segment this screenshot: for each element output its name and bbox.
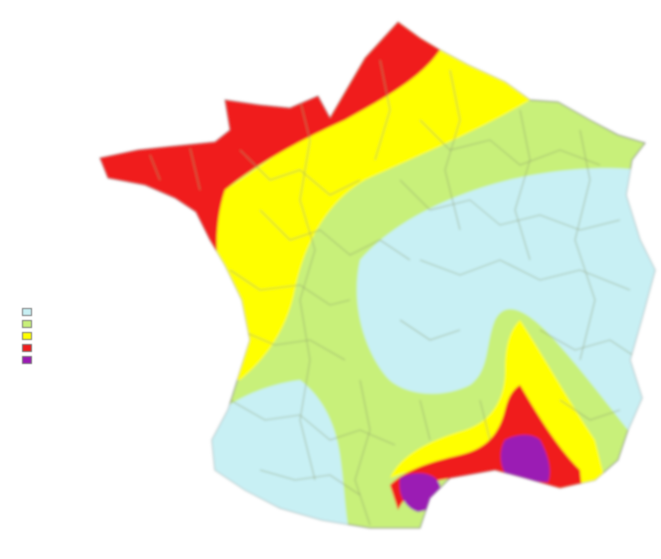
legend-swatch: [22, 356, 32, 364]
legend-swatch: [22, 344, 32, 352]
legend-item: [22, 354, 212, 366]
legend-item: [22, 330, 212, 342]
department-boundaries: [149, 59, 641, 526]
legend-swatch: [22, 332, 32, 340]
legend-item: [22, 318, 212, 330]
zone-yellow: [210, 22, 530, 380]
legend-item: [22, 306, 212, 318]
legend-swatch: [22, 308, 32, 316]
map-legend: [22, 300, 212, 366]
legend-swatch: [22, 320, 32, 328]
zone-red: [100, 22, 440, 290]
zone-white: [356, 168, 655, 430]
legend-item: [22, 342, 212, 354]
zone-purple-east: [500, 435, 550, 482]
